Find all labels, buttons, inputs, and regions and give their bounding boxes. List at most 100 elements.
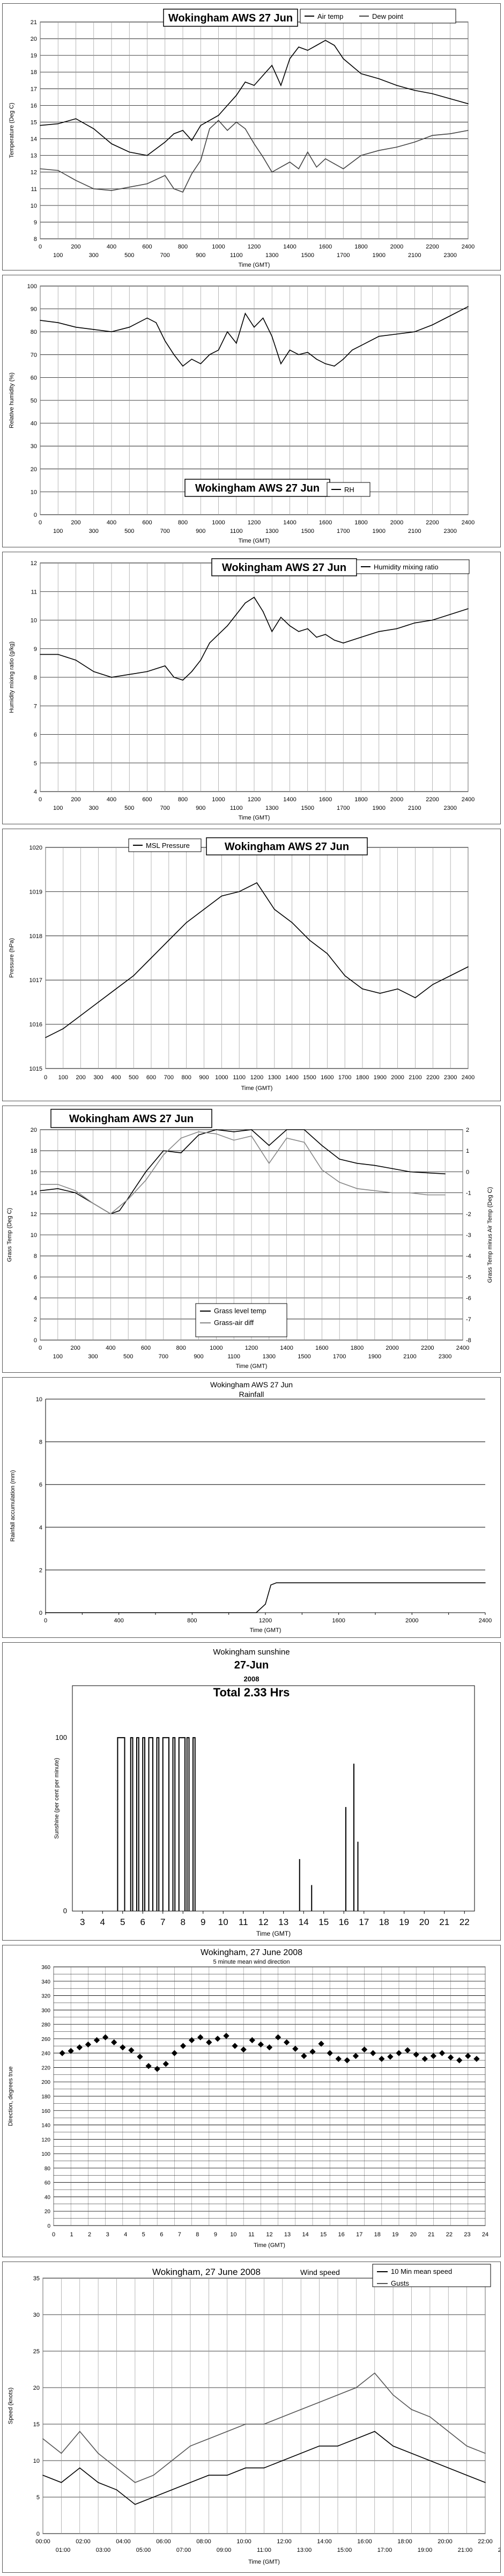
x-tick-label: 0 — [39, 1345, 42, 1351]
data-point — [321, 1169, 323, 1170]
data-point — [146, 671, 148, 672]
x-tick-label: 09:00 — [217, 2547, 232, 2553]
y-tick-label: 0 — [63, 1907, 67, 1915]
data-point — [263, 2467, 265, 2469]
x-tick-label: 1300 — [268, 1074, 281, 1081]
x-tick-label: 1600 — [319, 519, 332, 526]
legend-box — [356, 559, 470, 574]
chart-year: 2008 — [244, 1675, 260, 1683]
x-tick-label: 900 — [199, 1074, 209, 1081]
plot-area — [72, 1685, 475, 1912]
x-axis-label: Time (GMT) — [241, 1085, 273, 1092]
x-tick-label: 22:00 — [478, 2538, 493, 2545]
chart-title: Wokingham AWS 27 Jun — [195, 482, 320, 494]
wind-dir-point — [387, 2053, 394, 2060]
data-point — [79, 2467, 80, 2469]
data-point — [93, 329, 94, 330]
x-tick-label: 400 — [107, 796, 116, 803]
x-tick-label: 1500 — [301, 805, 314, 811]
data-point — [209, 642, 210, 643]
data-point — [244, 313, 246, 314]
y-tick-label: 340 — [41, 1979, 50, 1985]
x-tick-label: 1500 — [301, 528, 314, 535]
y-tick-label: 17 — [31, 86, 37, 92]
y-tick-label: 280 — [41, 2022, 50, 2028]
data-point — [271, 171, 273, 173]
chart-temp-group: 8 9 10 11 12 13 14 15 16 17 18 19 20 21 Temperature (D… — [9, 9, 475, 268]
y-tick-label: 2 — [34, 1316, 37, 1323]
y-tick-label: 6 — [34, 1274, 37, 1280]
data-point — [80, 1015, 81, 1016]
wind-dir-point — [266, 2044, 273, 2051]
data-point — [200, 660, 202, 661]
y2-tick-label: -6 — [466, 1296, 471, 1302]
wind-dir-point — [292, 2045, 299, 2052]
data-point — [245, 2424, 246, 2425]
x-tick-label: 18 — [379, 1917, 389, 1927]
data-point — [57, 170, 59, 171]
data-point — [129, 186, 130, 188]
x-tick-label: 18 — [374, 2231, 381, 2238]
y-tick-label: 100 — [41, 2151, 50, 2157]
x-tick-label: 2200 — [426, 519, 439, 526]
data-point — [218, 115, 219, 116]
data-point — [262, 75, 264, 76]
chart-temp: 8 9 10 11 12 13 14 15 16 17 18 19 20 21 Temperature (D… — [9, 9, 475, 268]
data-point — [429, 2460, 431, 2461]
chart-pressure-group: 1015 1016 1017 1018 1019 1020 Pressure (hPa) 0 1… — [9, 837, 475, 1092]
y-tick-label: 140 — [41, 2123, 50, 2129]
legend-label: 10 Min mean speed — [391, 2267, 452, 2275]
chart-rh: 0 10 20 30 40 50 60 70 80 90 100 Relative humidity … — [9, 283, 475, 544]
data-point — [391, 1192, 393, 1194]
y2-tick-label: -5 — [466, 1274, 471, 1280]
x-tick-label: 1600 — [315, 1345, 328, 1351]
data-point — [75, 326, 77, 328]
chart-panel-wind-speed: 0 5 10 15 20 25 30 35 Speed (knots) 00:00 02:00 04:… — [2, 2262, 501, 2573]
x-tick-label: 11:00 — [257, 2547, 271, 2553]
y-tick-label: 160 — [41, 2109, 50, 2114]
x-tick-label: 200 — [76, 1074, 85, 1081]
chart-mixing: 4 5 6 7 8 9 10 11 12 Humidity mixing ratio (g/kg)… — [9, 558, 475, 821]
data-point — [164, 175, 166, 176]
data-point — [269, 1162, 270, 1164]
data-point — [75, 1190, 76, 1191]
y-tick-label: 1016 — [29, 1022, 42, 1028]
x-tick-label: 13 — [284, 2231, 291, 2238]
x-axis-label: Time (GMT) — [239, 815, 270, 821]
data-point — [411, 2409, 412, 2410]
data-point — [357, 1188, 358, 1189]
x-tick-label: 1000 — [212, 796, 225, 803]
y-tick-label: 10 — [31, 618, 37, 624]
x-tick-label: 1900 — [368, 1353, 381, 1360]
sunshine-burst — [156, 1737, 160, 1911]
x-tick-label: 23:00 — [498, 2547, 500, 2553]
data-point — [262, 156, 264, 158]
y-tick-label: 5 — [36, 2494, 40, 2501]
y2-tick-label: -3 — [466, 1232, 471, 1239]
y-axis-label: Pressure (hPa) — [9, 938, 15, 978]
data-point — [57, 322, 59, 323]
x-tick-label: 2400 — [462, 796, 475, 803]
x-tick-label: 1200 — [259, 1618, 272, 1624]
x-tick-label: 200 — [71, 796, 80, 803]
x-tick-label: 8 — [196, 2231, 199, 2238]
x-tick-label: 1500 — [301, 252, 314, 259]
y-axis-label: Relative humidity (%) — [9, 372, 15, 428]
x-tick-label: 200 — [71, 519, 80, 526]
data-point — [61, 2453, 62, 2454]
x-tick-label: 01:00 — [56, 2547, 71, 2553]
data-point — [190, 2446, 191, 2447]
data-point — [316, 166, 317, 168]
data-point — [378, 78, 380, 79]
data-point — [337, 2394, 338, 2396]
data-point — [449, 133, 451, 135]
data-point — [163, 1154, 164, 1155]
data-point — [392, 2446, 394, 2447]
data-point — [321, 1145, 323, 1146]
data-point — [450, 975, 451, 976]
chart-panel-pressure: 1015 1016 1017 1018 1019 1020 Pressure (hPa) 0 1… — [2, 829, 501, 1101]
y-tick-label: 60 — [31, 375, 37, 381]
data-point — [182, 192, 183, 193]
chart-title: Wokingham AWS 27 Jun — [168, 12, 293, 24]
data-point — [40, 1184, 41, 1185]
